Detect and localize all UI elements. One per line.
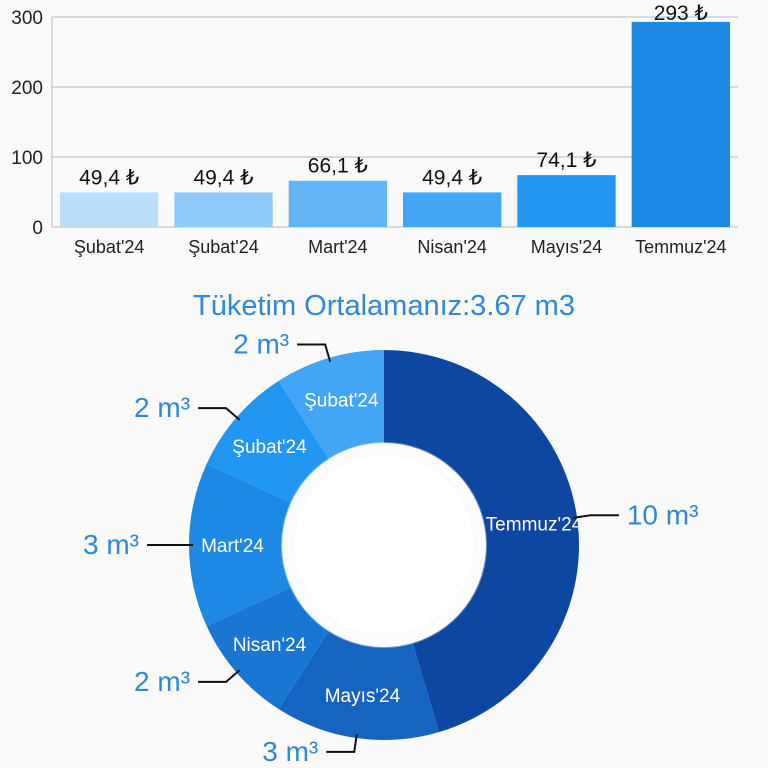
y-tick-label: 300: [11, 8, 43, 29]
donut-hole: [295, 456, 473, 634]
bar: [60, 192, 159, 227]
x-tick-label: Mayıs'24: [531, 237, 602, 257]
bar-value-label: 49,4 ₺: [193, 166, 253, 189]
bar: [174, 192, 273, 227]
slice-value-label: 2 m³: [134, 666, 190, 697]
y-tick-label: 0: [32, 218, 43, 239]
x-tick-label: Nisan'24: [417, 237, 486, 257]
slice-label: Şubat'24: [304, 391, 379, 412]
slice-label: Nisan'24: [233, 635, 307, 656]
x-tick-label: Şubat'24: [188, 237, 259, 257]
slice-value-label: 3 m³: [262, 736, 318, 767]
x-tick-label: Temmuz'24: [635, 237, 726, 257]
leader-line: [198, 407, 241, 421]
donut-slice: [278, 350, 384, 460]
y-tick-label: 100: [11, 148, 43, 169]
bar: [403, 192, 502, 227]
slice-value-label: 2 m³: [233, 328, 289, 359]
donut-slice: [278, 630, 439, 741]
donut-slice: [384, 350, 580, 733]
slice-value-label: 2 m³: [134, 392, 190, 423]
leader-line: [297, 343, 332, 363]
leader-line: [572, 514, 619, 519]
chart-title: Tüketim Ortalamanız:3.67 m3: [193, 290, 575, 322]
slice-label: Mayıs'24: [325, 686, 401, 707]
x-tick-label: Şubat'24: [74, 237, 145, 257]
donut-slice: [206, 380, 329, 503]
bar-value-label: 293 ₺: [654, 2, 708, 25]
x-tick-label: Mart'24: [308, 237, 367, 257]
bar-value-label: 66,1 ₺: [308, 155, 368, 178]
bar: [288, 180, 387, 227]
slice-label: Şubat'24: [232, 437, 307, 458]
slice-label: Temmuz'24: [486, 514, 583, 535]
bar: [517, 175, 616, 227]
inner-ring: [281, 442, 487, 648]
slice-value-label: 3 m³: [83, 529, 139, 560]
bar: [631, 21, 730, 228]
leader-line: [198, 669, 241, 683]
slice-value-label: 10 m³: [627, 499, 699, 530]
slice-label: Mart'24: [201, 536, 264, 557]
bar-value-label: 74,1 ₺: [536, 149, 596, 172]
y-tick-label: 200: [11, 78, 43, 99]
bar-chart: 0 100 200 300 49,4 ₺ Şubat'24 49,4 ₺ Şubat'24 66…: [11, 2, 738, 257]
leader-line: [326, 733, 358, 753]
donut-slice: [206, 587, 329, 710]
bar-value-label: 49,4 ₺: [79, 166, 139, 189]
donut-slice: [189, 463, 292, 627]
bar-value-label: 49,4 ₺: [422, 166, 482, 189]
